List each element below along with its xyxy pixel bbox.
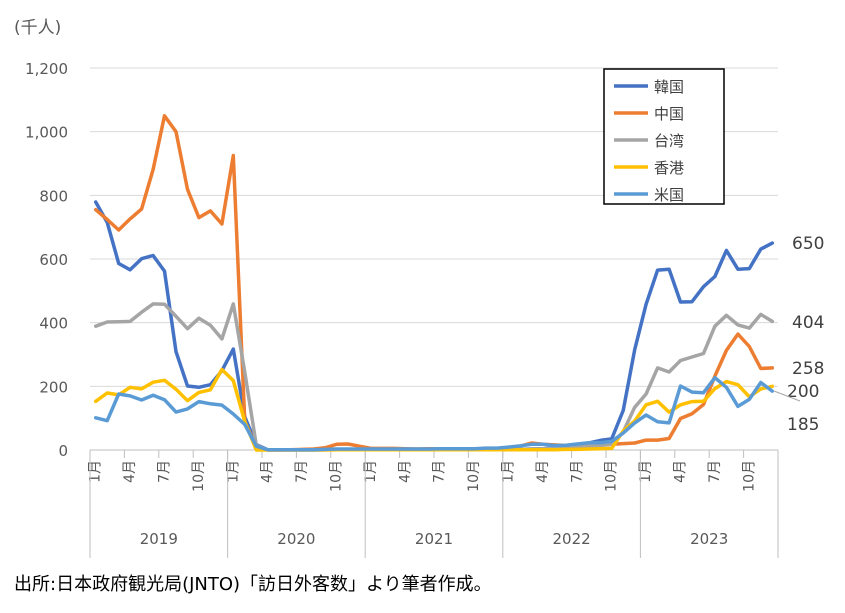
legend-label: 米国 [654, 186, 684, 204]
x-tick-label: 7月 [157, 460, 173, 483]
x-tick-label: 10月 [466, 460, 482, 492]
x-tick-label: 7月 [707, 460, 723, 483]
x-axis: 1月 4月 7月 10月 1月 4月 7月 10月 1月 4月 7月 10月 1月 4月 7月 10月 1月 4月… [88, 449, 779, 558]
source-note: 出所:日本政府観光局(JNTO)「訪日外客数」より筆者作成。 [14, 574, 492, 595]
year-label: 2022 [553, 530, 591, 548]
end-label: 185 [787, 415, 819, 435]
x-tick-label: 4月 [122, 460, 138, 483]
x-tick-label: 10月 [604, 460, 620, 492]
x-tick-label: 1月 [638, 460, 654, 483]
y-tick-label: 400 [39, 315, 68, 333]
legend-label: 香港 [654, 159, 684, 177]
series-line [93, 302, 775, 452]
x-tick-label: 4月 [673, 460, 689, 483]
x-tick-label: 7月 [432, 460, 448, 483]
legend-label: 韓国 [654, 78, 684, 96]
x-tick-label: 1月 [363, 460, 379, 483]
legend-label: 中国 [654, 105, 684, 123]
x-tick-label: 1月 [501, 460, 517, 483]
x-tick-label: 1月 [88, 460, 104, 483]
end-label-leader [774, 390, 801, 402]
year-label: 2020 [277, 530, 315, 548]
x-tick-label: 4月 [397, 460, 413, 483]
end-label: 258 [792, 359, 824, 379]
x-tick-label: 10月 [329, 460, 345, 492]
legend-label: 台湾 [654, 132, 684, 150]
year-label: 2019 [140, 530, 178, 548]
series-line [93, 375, 775, 452]
y-tick-label: 200 [39, 378, 68, 396]
end-label: 200 [787, 382, 819, 402]
x-tick-label: 10月 [191, 460, 207, 492]
year-label: 2023 [690, 530, 728, 548]
series-lines [93, 114, 775, 452]
end-labels: 650 258 404 200 185 [774, 234, 824, 435]
end-label: 404 [792, 313, 824, 333]
y-tick-label: 1,000 [25, 124, 68, 142]
y-axis-unit-label: (千人) [14, 18, 61, 38]
x-tick-label: 10月 [741, 460, 757, 492]
x-tick-label: 1月 [225, 460, 241, 483]
y-tick-label: 0 [58, 442, 68, 460]
y-tick-label: 600 [39, 251, 68, 269]
x-tick-label: 4月 [260, 460, 276, 483]
y-axis-ticks: 0 200 400 600 800 1,000 1,200 [25, 60, 68, 460]
year-label: 2021 [415, 530, 453, 548]
x-tick-label: 7月 [569, 460, 585, 483]
end-label: 650 [792, 234, 824, 254]
y-tick-label: 1,200 [25, 60, 68, 78]
x-tick-label: 4月 [535, 460, 551, 483]
x-tick-label: 7月 [294, 460, 310, 483]
legend-box [603, 68, 725, 205]
y-tick-label: 800 [39, 187, 68, 205]
